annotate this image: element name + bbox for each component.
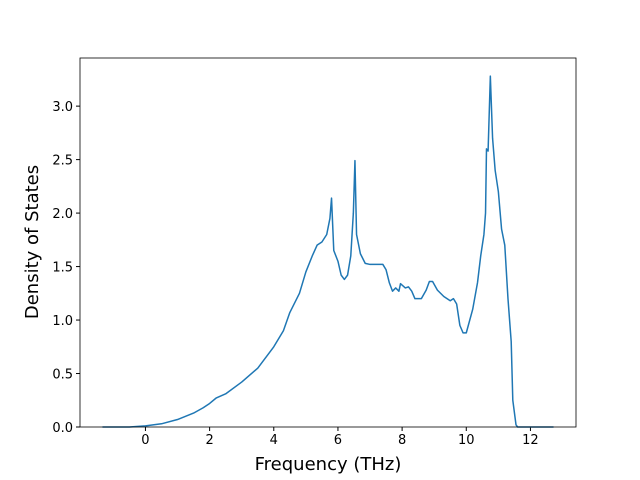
x-tick-label: 10 [458,433,475,448]
line [102,75,554,428]
y-tick-label: 3.0 [52,100,73,115]
x-tick-label: 6 [334,433,342,448]
x-tick-label: 12 [522,433,539,448]
y-tick-label: 0.0 [52,421,73,436]
x-tick-label: 0 [141,433,149,448]
y-tick-label: 1.0 [52,314,73,329]
x-tick-label: 4 [270,433,278,448]
plot-frame [79,57,577,428]
y-tick-label: 0.5 [52,368,73,383]
y-axis-label: Density of States [22,165,43,319]
x-tick-label: 2 [205,433,213,448]
y-tick-label: 1.5 [52,261,73,276]
x-tick-label: 8 [398,433,406,448]
y-tick-label: 2.5 [52,154,73,169]
x-axis-label: Frequency (THz) [255,454,402,475]
y-tick-label: 2.0 [52,207,73,222]
